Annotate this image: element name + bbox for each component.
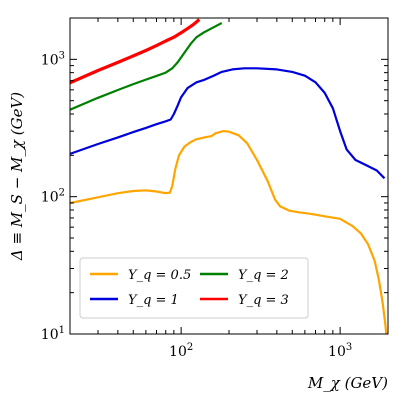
- y-tick-label: 103: [41, 50, 65, 68]
- series-layer: [70, 18, 388, 334]
- legend-label-1: Y_q = 0.5: [128, 268, 191, 283]
- x-tick-label: 103: [328, 342, 352, 360]
- series-line-3: [70, 22, 223, 111]
- x-tick-label: 102: [169, 342, 193, 360]
- series-line-4: [70, 18, 201, 85]
- legend-items: Y_q = 0.5 Y_q = 1 Y_q = 2 Y_q = 3: [90, 268, 289, 308]
- tick-label-layer: 102 103 101 102 103: [41, 50, 352, 360]
- y-tick-label: 101: [41, 325, 65, 343]
- y-axis-label: Δ ≡ M_S − M_χ (GeV): [8, 92, 26, 261]
- legend-box: [79, 257, 309, 319]
- legend-label-4: Y_q = 3: [238, 293, 289, 308]
- x-axis-label: M_χ (GeV): [307, 374, 388, 392]
- legend-label-2: Y_q = 1: [128, 293, 179, 308]
- series-line-2: [70, 67, 386, 180]
- legend: Y_q = 0.5 Y_q = 1 Y_q = 2 Y_q = 3: [79, 257, 309, 319]
- series-line-1: [70, 130, 388, 334]
- plot-frame: [69, 17, 389, 335]
- legend-label-3: Y_q = 2: [238, 268, 289, 283]
- y-tick-label: 102: [41, 188, 65, 206]
